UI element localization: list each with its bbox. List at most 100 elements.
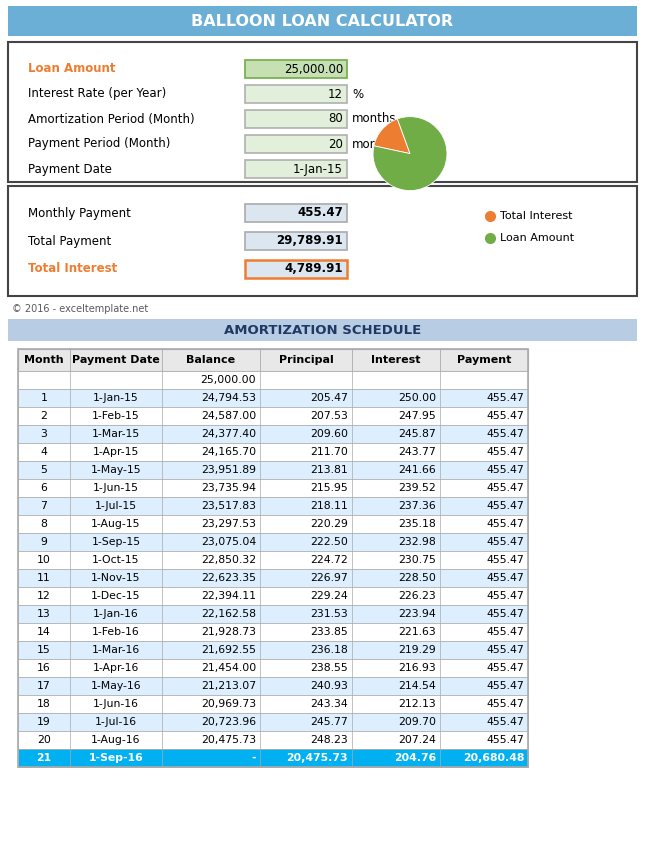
Text: 23,951.89: 23,951.89 [201,465,256,475]
Text: 1-Oct-15: 1-Oct-15 [92,555,140,565]
Bar [18,605,528,623]
Text: 247.95: 247.95 [398,411,436,421]
Text: Total Interest: Total Interest [28,263,117,276]
Text: 9: 9 [41,537,48,547]
Bar [8,186,637,296]
Text: 1-Sep-15: 1-Sep-15 [92,537,141,547]
Text: 222.50: 222.50 [310,537,348,547]
Text: 23,297.53: 23,297.53 [201,519,256,529]
Text: 1-Dec-15: 1-Dec-15 [91,591,141,601]
Text: 1-Aug-15: 1-Aug-15 [91,519,141,529]
Text: 207.24: 207.24 [398,735,436,745]
Wedge shape [373,117,447,191]
Bar [18,461,528,479]
Text: 216.93: 216.93 [398,663,436,673]
Text: 220.29: 220.29 [310,519,348,529]
Bar [245,204,347,222]
Text: 20,723.96: 20,723.96 [201,717,256,727]
Text: 20: 20 [328,137,343,150]
Text: 455.47: 455.47 [486,645,524,655]
Text: 1-Jan-16: 1-Jan-16 [93,609,139,619]
Text: © 2016 - exceltemplate.net: © 2016 - exceltemplate.net [12,304,148,314]
Text: 212.13: 212.13 [398,699,436,709]
Text: 243.77: 243.77 [398,447,436,457]
Bar [18,497,528,515]
Text: 245.77: 245.77 [310,717,348,727]
Text: 1-Jun-15: 1-Jun-15 [93,483,139,493]
Text: 455.47: 455.47 [486,663,524,673]
Text: 1-Apr-16: 1-Apr-16 [93,663,139,673]
Text: 2: 2 [41,411,48,421]
Text: BALLOON LOAN CALCULATOR: BALLOON LOAN CALCULATOR [192,14,453,29]
Text: 5: 5 [41,465,48,475]
Text: 455.47: 455.47 [486,483,524,493]
Text: AMORTIZATION SCHEDULE: AMORTIZATION SCHEDULE [224,323,421,337]
Text: 1-Feb-15: 1-Feb-15 [92,411,140,421]
Text: 14: 14 [37,627,51,637]
Bar [18,371,528,389]
Text: 21,213.07: 21,213.07 [201,681,256,691]
Text: Total Interest: Total Interest [500,211,573,221]
Text: 455.47: 455.47 [486,501,524,511]
Bar [18,407,528,425]
Text: 6: 6 [41,483,48,493]
Text: 455.47: 455.47 [297,207,343,220]
Text: 23,517.83: 23,517.83 [201,501,256,511]
Text: 221.63: 221.63 [398,627,436,637]
Text: Balance: Balance [186,355,235,365]
Text: 1: 1 [41,393,48,403]
Bar [18,479,528,497]
Text: 1-Jan-15: 1-Jan-15 [93,393,139,403]
Text: 29,789.91: 29,789.91 [276,235,343,248]
Bar [18,623,528,641]
Text: 21,454.00: 21,454.00 [201,663,256,673]
Text: 20,969.73: 20,969.73 [201,699,256,709]
Text: 209.60: 209.60 [310,429,348,439]
Text: 455.47: 455.47 [486,717,524,727]
Text: 20,475.73: 20,475.73 [201,735,256,745]
Text: 1-Jul-15: 1-Jul-15 [95,501,137,511]
Bar [18,677,528,695]
Text: 20,680.48: 20,680.48 [462,753,524,763]
Text: Loan Amount: Loan Amount [28,63,115,75]
Bar [18,695,528,713]
Text: 7: 7 [41,501,48,511]
Text: 236.18: 236.18 [310,645,348,655]
Text: 250.00: 250.00 [398,393,436,403]
Bar [245,232,347,250]
Text: 17: 17 [37,681,51,691]
Bar [245,85,347,103]
Text: 455.47: 455.47 [486,537,524,547]
Text: 15: 15 [37,645,51,655]
Text: Principal: Principal [279,355,333,365]
Text: 455.47: 455.47 [486,573,524,583]
Bar [245,260,347,278]
Text: Interest: Interest [372,355,421,365]
Bar [18,389,528,407]
Bar [18,731,528,749]
Text: 219.29: 219.29 [398,645,436,655]
Bar [18,749,528,767]
Text: 80: 80 [328,113,343,126]
Text: 24,587.00: 24,587.00 [201,411,256,421]
Bar [18,515,528,533]
Text: 211.70: 211.70 [310,447,348,457]
Text: 237.36: 237.36 [398,501,436,511]
Text: 4,789.91: 4,789.91 [284,263,343,276]
Bar [18,443,528,461]
Text: 4: 4 [41,447,48,457]
Text: 240.93: 240.93 [310,681,348,691]
Text: 455.47: 455.47 [486,429,524,439]
Bar [18,533,528,551]
Text: 19: 19 [37,717,51,727]
Text: 12: 12 [328,87,343,101]
Text: Total Payment: Total Payment [28,235,111,248]
Text: 235.18: 235.18 [398,519,436,529]
Text: months: months [352,113,397,126]
Text: 223.94: 223.94 [398,609,436,619]
Text: 1-Mar-15: 1-Mar-15 [92,429,140,439]
Text: 238.55: 238.55 [310,663,348,673]
Bar [18,569,528,587]
Text: 3: 3 [41,429,48,439]
Text: Interest Rate (per Year): Interest Rate (per Year) [28,87,166,101]
